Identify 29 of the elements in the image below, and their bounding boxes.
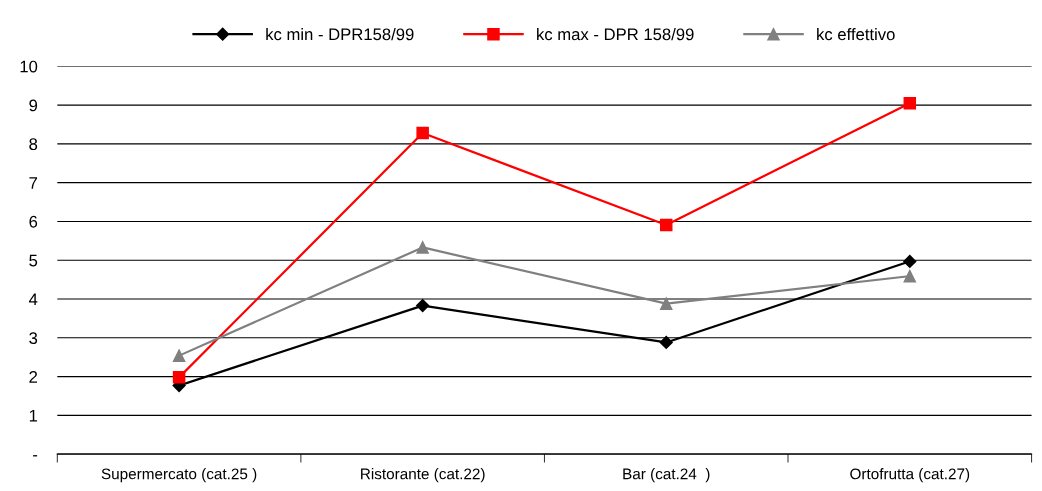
y-tick-label: 2: [29, 371, 38, 383]
point: [903, 269, 917, 283]
legend-label: kc min - DPR158/99: [266, 27, 414, 41]
point: [416, 126, 429, 140]
y-tick-label: 9: [29, 99, 38, 112]
point: [903, 96, 917, 110]
y-tick-label: 10: [20, 60, 38, 73]
point: [659, 335, 673, 350]
point: [903, 254, 917, 268]
y-tick-label: 1: [29, 409, 38, 422]
x-tick-label: Ristorante (cat.22): [361, 468, 485, 483]
point: [659, 297, 673, 310]
x-tick-label: Supermercato (cat.25 ): [101, 468, 257, 483]
point: [416, 241, 429, 254]
point: [172, 349, 186, 362]
y-tick-label: 8: [29, 138, 38, 151]
y-tick-label: -: [33, 455, 38, 457]
point: [659, 218, 673, 232]
point: [416, 299, 430, 313]
x-tick-label: Ortofrutta (cat.27): [850, 468, 970, 483]
y-tick-label: 4: [28, 293, 38, 306]
point: [172, 371, 186, 384]
legend-label: kc effettivo: [817, 27, 895, 41]
x-tick-label: Bar (cat.24 ): [623, 468, 710, 483]
y-tick-label: 7: [29, 177, 38, 189]
y-tick-label: 6: [29, 215, 38, 228]
y-tick-label: 5: [29, 254, 38, 267]
legend-label: kc max - DPR 158/99: [537, 27, 694, 41]
y-tick-label: 3: [29, 332, 38, 345]
